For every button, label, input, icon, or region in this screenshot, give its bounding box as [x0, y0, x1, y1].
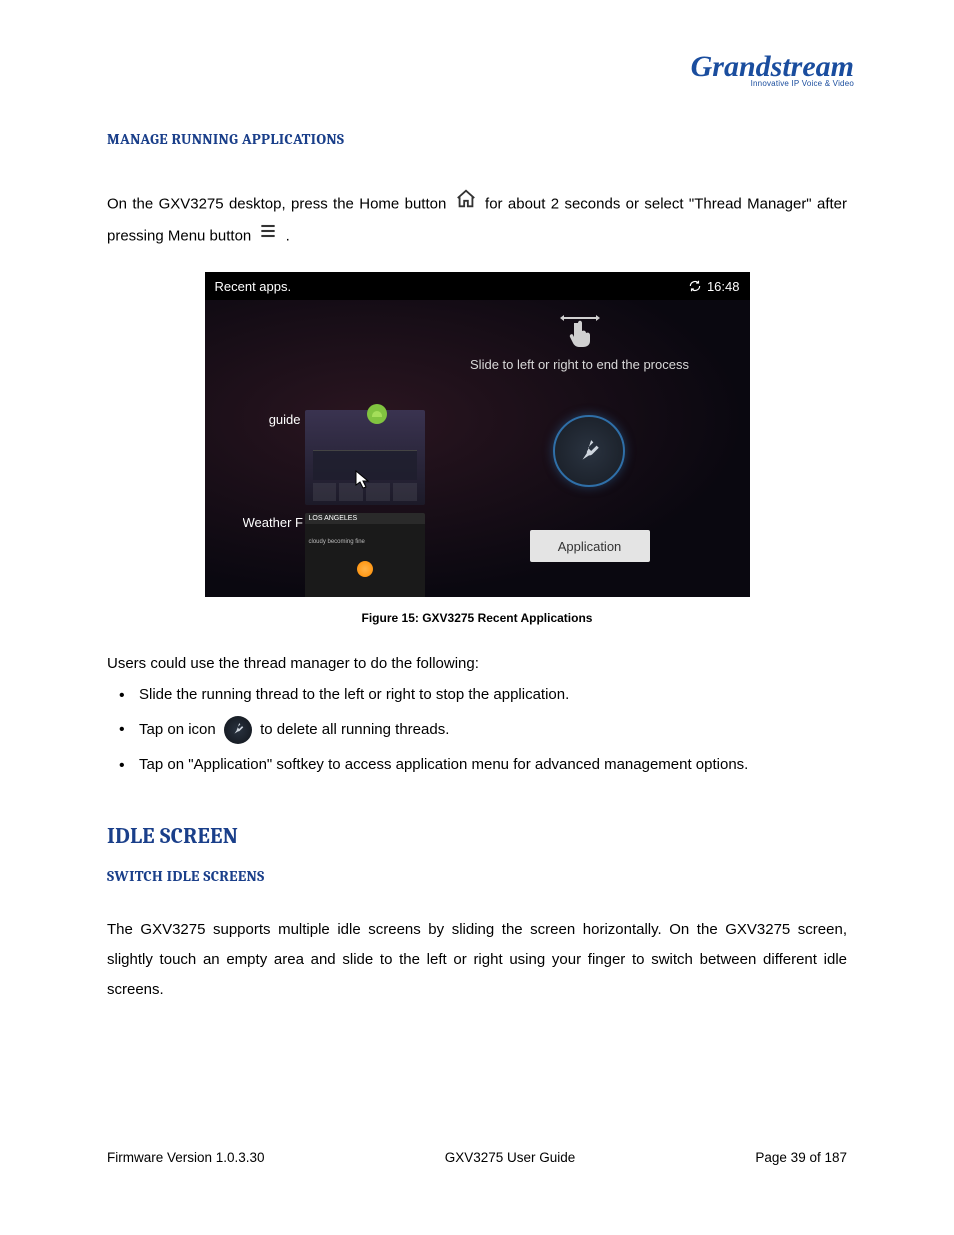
brand-logo: Grandstream Innovative IP Voice & Video — [691, 55, 854, 88]
document-page: Grandstream Innovative IP Voice & Video … — [0, 0, 954, 1235]
list-item-2a: Tap on icon — [139, 720, 220, 737]
android-icon — [367, 404, 387, 424]
status-bar: Recent apps. 16:48 — [205, 272, 750, 300]
recent-item-guide[interactable]: guide — [243, 410, 443, 505]
recent-apps-column: guide Weather F LOS ANGELES — [243, 410, 443, 597]
weather-footer: Update Share Add — [305, 596, 425, 597]
status-title: Recent apps. — [215, 279, 292, 294]
footer-firmware: Firmware Version 1.0.3.30 — [107, 1150, 265, 1165]
weather-foot-add: Add — [385, 596, 425, 597]
para-frag-1: On the GXV3275 desktop, press the Home b… — [107, 195, 452, 212]
recent-label-guide: guide — [243, 410, 305, 427]
broom-icon — [576, 438, 602, 464]
clean-all-button[interactable] — [553, 415, 625, 487]
paragraph-idle-screens: The GXV3275 supports multiple idle scree… — [107, 915, 847, 1005]
status-right: 16:48 — [688, 279, 740, 294]
application-button-label: Application — [558, 539, 622, 554]
swipe-hint: Slide to left or right to end the proces… — [450, 315, 710, 372]
recent-label-weather: Weather F — [243, 513, 305, 530]
brand-name: Grandstream — [691, 55, 854, 79]
mouse-cursor-icon — [355, 470, 371, 495]
sync-icon — [688, 279, 702, 293]
footer-guide: GXV3275 User Guide — [445, 1150, 576, 1165]
page-footer: Firmware Version 1.0.3.30 GXV3275 User G… — [107, 1150, 847, 1165]
swipe-hint-text: Slide to left or right to end the proces… — [450, 357, 710, 372]
subsection-heading-switch-idle: SWITCH IDLE SCREENS — [107, 867, 847, 885]
swipe-hand-icon — [560, 315, 600, 349]
list-item-1: Slide the running thread to the left or … — [107, 682, 847, 708]
recent-item-weather[interactable]: Weather F LOS ANGELES cloudy becoming fi… — [243, 513, 443, 597]
device-screenshot: Recent apps. 16:48 Slide to left or righ… — [205, 272, 750, 597]
list-item-3: Tap on "Application" softkey to access a… — [107, 752, 847, 778]
weather-foot-share: Share — [345, 596, 385, 597]
list-intro: Users could use the thread manager to do… — [107, 655, 847, 672]
para-frag-3: . — [286, 227, 290, 244]
section-heading-idle-screen: IDLE SCREEN — [107, 823, 847, 849]
recent-thumb-weather: LOS ANGELES cloudy becoming fine Update … — [305, 513, 425, 597]
paragraph-manage-apps: On the GXV3275 desktop, press the Home b… — [107, 188, 847, 252]
list-item-2: Tap on icon to delete all running thread… — [107, 716, 847, 744]
sun-icon — [357, 561, 373, 577]
footer-page: Page 39 of 187 — [755, 1150, 847, 1165]
clock: 16:48 — [707, 279, 740, 294]
menu-icon — [258, 221, 278, 252]
screen-body: Slide to left or right to end the proces… — [205, 300, 750, 597]
application-button[interactable]: Application — [530, 530, 650, 562]
broom-icon-inline — [224, 716, 252, 744]
home-icon — [455, 188, 477, 221]
section-heading-manage-apps: MANAGE RUNNING APPLICATIONS — [107, 130, 847, 148]
feature-list: Slide the running thread to the left or … — [107, 682, 847, 777]
weather-foot-update: Update — [305, 596, 345, 597]
figure-caption: Figure 15: GXV3275 Recent Applications — [107, 611, 847, 625]
weather-city: LOS ANGELES — [305, 513, 425, 524]
list-item-2b: to delete all running threads. — [260, 720, 449, 737]
figure-recent-apps: Recent apps. 16:48 Slide to left or righ… — [205, 272, 750, 597]
weather-cond: cloudy becoming fine — [309, 539, 365, 545]
